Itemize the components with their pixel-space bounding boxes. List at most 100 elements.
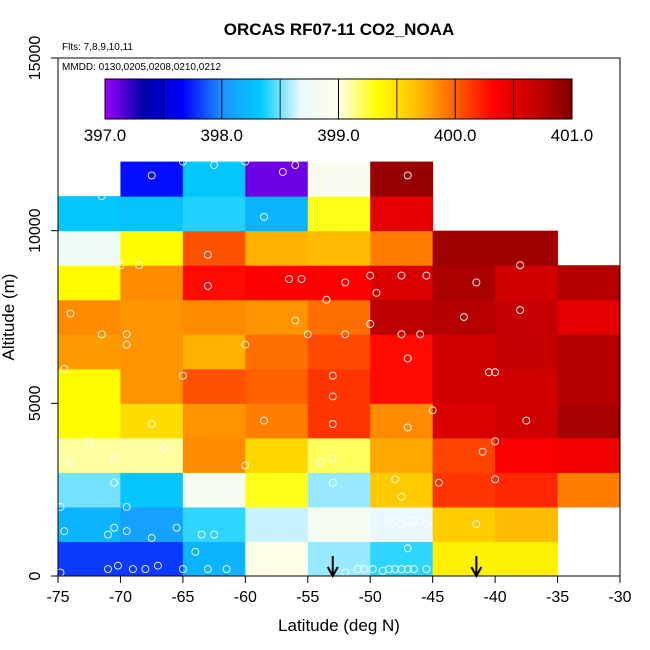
heatmap-cell: [245, 437, 309, 473]
observation-point: [178, 565, 187, 574]
observation-point: [360, 565, 368, 574]
observation-point: [353, 565, 362, 574]
observation-point: [222, 565, 231, 574]
observation-point: [403, 516, 412, 525]
heatmap-cell: [370, 368, 434, 404]
observation-point: [403, 354, 412, 363]
subtitle-dates: MMDD: 0130,0205,0208,0210,0212: [62, 62, 221, 73]
observation-point: [391, 475, 400, 484]
heatmap-cell: [120, 541, 184, 576]
observation-point: [191, 547, 200, 556]
observation-point: [397, 520, 406, 529]
observation-point: [253, 547, 262, 556]
observation-point: [122, 527, 131, 536]
observation-point: [178, 157, 187, 166]
x-tick-label: -30: [608, 589, 631, 606]
heatmap-cell: [557, 368, 620, 404]
observation-point: [397, 271, 406, 280]
observation-point: [97, 192, 106, 201]
heatmap-cell: [120, 368, 184, 404]
observation-point: [60, 527, 69, 536]
colorbar-tick-label: 400.0: [434, 126, 477, 145]
heatmap-cell: [370, 161, 434, 197]
heatmap-cell: [245, 265, 309, 301]
heatmap-cell: [432, 437, 496, 473]
observation-point: [97, 330, 106, 339]
observation-point: [416, 330, 425, 339]
heatmap-cell: [432, 472, 496, 508]
heatmap-cell: [370, 265, 434, 301]
observation-point: [434, 478, 443, 487]
heatmap-cell: [58, 368, 121, 404]
observation-point: [285, 275, 293, 283]
observation-point: [341, 278, 350, 287]
heatmap-cell: [432, 368, 496, 404]
observation-point: [491, 475, 500, 484]
heatmap-cell: [432, 541, 496, 576]
observation-point: [160, 444, 169, 453]
heatmap-cell: [58, 437, 121, 473]
x-tick-label: -60: [234, 589, 257, 606]
observation-point: [260, 416, 269, 425]
observation-point: [128, 565, 137, 574]
heatmap-cell: [432, 265, 496, 301]
heatmap-cell: [182, 472, 246, 508]
observation-point: [366, 319, 375, 328]
heatmap-cell: [307, 230, 371, 266]
heatmap-cell: [245, 230, 309, 266]
heatmap-cell: [307, 403, 371, 439]
observation-point: [422, 565, 431, 574]
observation-point: [472, 278, 481, 287]
heatmap-cell: [307, 265, 371, 301]
observation-point: [516, 261, 525, 270]
heatmap-cell: [182, 161, 246, 197]
heatmap-cell: [557, 299, 620, 335]
x-tick-label: -45: [421, 589, 444, 606]
heatmap-cell: [370, 334, 434, 370]
observation-point: [391, 516, 400, 525]
heatmap-cell: [370, 506, 434, 542]
heatmap-cell: [557, 472, 620, 508]
observation-point: [241, 461, 250, 470]
observation-point: [228, 482, 237, 491]
observation-point: [341, 330, 350, 339]
observation-point: [297, 275, 306, 283]
chart-title: ORCAS RF07-11 CO2_NOAA: [224, 20, 455, 39]
observation-point: [147, 534, 156, 542]
heatmap-cell: [495, 334, 559, 370]
heatmap-cell: [557, 403, 620, 439]
heatmap-cell: [120, 196, 184, 232]
observation-point: [397, 492, 406, 501]
heatmap-cell: [307, 161, 371, 197]
observation-point: [210, 161, 219, 170]
plot-border: [57, 57, 621, 577]
heatmap-cell: [58, 230, 121, 266]
observation-point: [58, 502, 65, 511]
heatmap-cell: [307, 368, 371, 404]
heatmap-cell: [120, 437, 184, 473]
heatmap-cell: [557, 437, 620, 473]
colorbar-tick-label: 401.0: [551, 126, 594, 145]
observation-point: [368, 565, 377, 574]
x-tick-label: -35: [546, 589, 569, 606]
colorbar-tick-label: 397.0: [84, 126, 127, 145]
observation-point: [491, 368, 500, 377]
observation-point: [385, 516, 393, 525]
observation-point: [416, 516, 425, 525]
observation-point: [328, 392, 337, 401]
heatmap-cell: [58, 265, 121, 301]
heatmap-cell: [245, 368, 309, 404]
observation-point: [110, 454, 119, 463]
colorbar-ticks: 397.0 398.0 399.0 400.0 401.0: [84, 79, 594, 145]
heatmap-cell: [245, 472, 309, 508]
heatmap-cell: [370, 299, 434, 335]
heatmap-cell: [370, 403, 434, 439]
observation-point: [66, 458, 75, 466]
observation-point: [116, 261, 125, 270]
observation-point: [291, 161, 300, 170]
heatmap-cell: [245, 506, 309, 542]
y-tick-label: 15000: [27, 36, 44, 81]
observation-point: [403, 171, 412, 180]
heatmap-cell: [245, 299, 309, 335]
